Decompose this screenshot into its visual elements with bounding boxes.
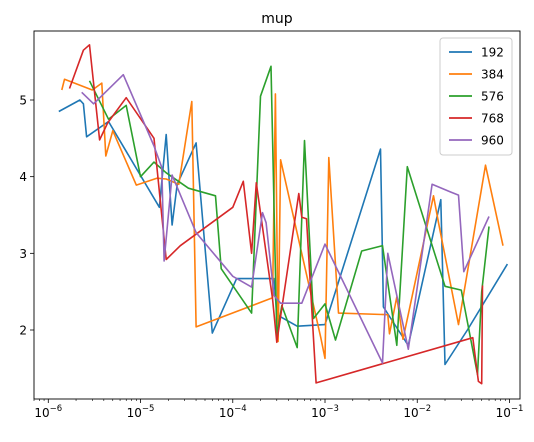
- series-lines: [58, 43, 509, 385]
- series-line-192: [58, 99, 509, 366]
- y-tick-label: 5: [19, 94, 27, 108]
- x-tick-label-exp: −5: [142, 404, 155, 414]
- y-tick-label: 4: [19, 170, 27, 184]
- legend-label-576: 576: [481, 90, 504, 104]
- chart-title: mup: [261, 11, 293, 27]
- x-tick-label: 10−5: [127, 404, 155, 420]
- series-line-960: [81, 73, 490, 364]
- x-tick-label-exp: −6: [50, 404, 63, 414]
- x-tick-label-exp: −3: [326, 404, 339, 414]
- legend-label-192: 192: [481, 46, 504, 60]
- x-tick-label-base: 10: [127, 406, 142, 420]
- series-line-768: [68, 43, 484, 385]
- x-tick-label-exp: −4: [234, 404, 247, 414]
- x-tick-label-base: 10: [496, 406, 511, 420]
- x-tick-label-base: 10: [34, 406, 49, 420]
- x-tick-label: 10−3: [311, 404, 339, 420]
- y-tick-label: 2: [19, 324, 27, 338]
- x-tick-label-exp: −2: [419, 404, 432, 414]
- x-tick-label: 10−6: [34, 404, 62, 420]
- y-tick-label: 3: [19, 247, 27, 261]
- legend-label-384: 384: [481, 68, 504, 82]
- x-tick-label-base: 10: [311, 406, 326, 420]
- series-line-384: [61, 78, 504, 360]
- x-tick-label-base: 10: [403, 406, 418, 420]
- legend: 192 384 576 768 960: [439, 37, 513, 156]
- x-tick-label: 10−4: [219, 404, 247, 420]
- y-axis: 2 3 4 5: [19, 94, 34, 338]
- legend-label-960: 960: [481, 134, 504, 148]
- legend-label-768: 768: [481, 112, 504, 126]
- x-tick-label-exp: −1: [511, 404, 524, 414]
- x-tick-label: 10−2: [403, 404, 431, 420]
- legend-box: [439, 37, 513, 156]
- x-tick-label: 10−1: [496, 404, 524, 420]
- x-axis: 10−6 10−5 10−4 10−3 10−2 10−1: [33, 399, 524, 420]
- x-tick-label-base: 10: [219, 406, 234, 420]
